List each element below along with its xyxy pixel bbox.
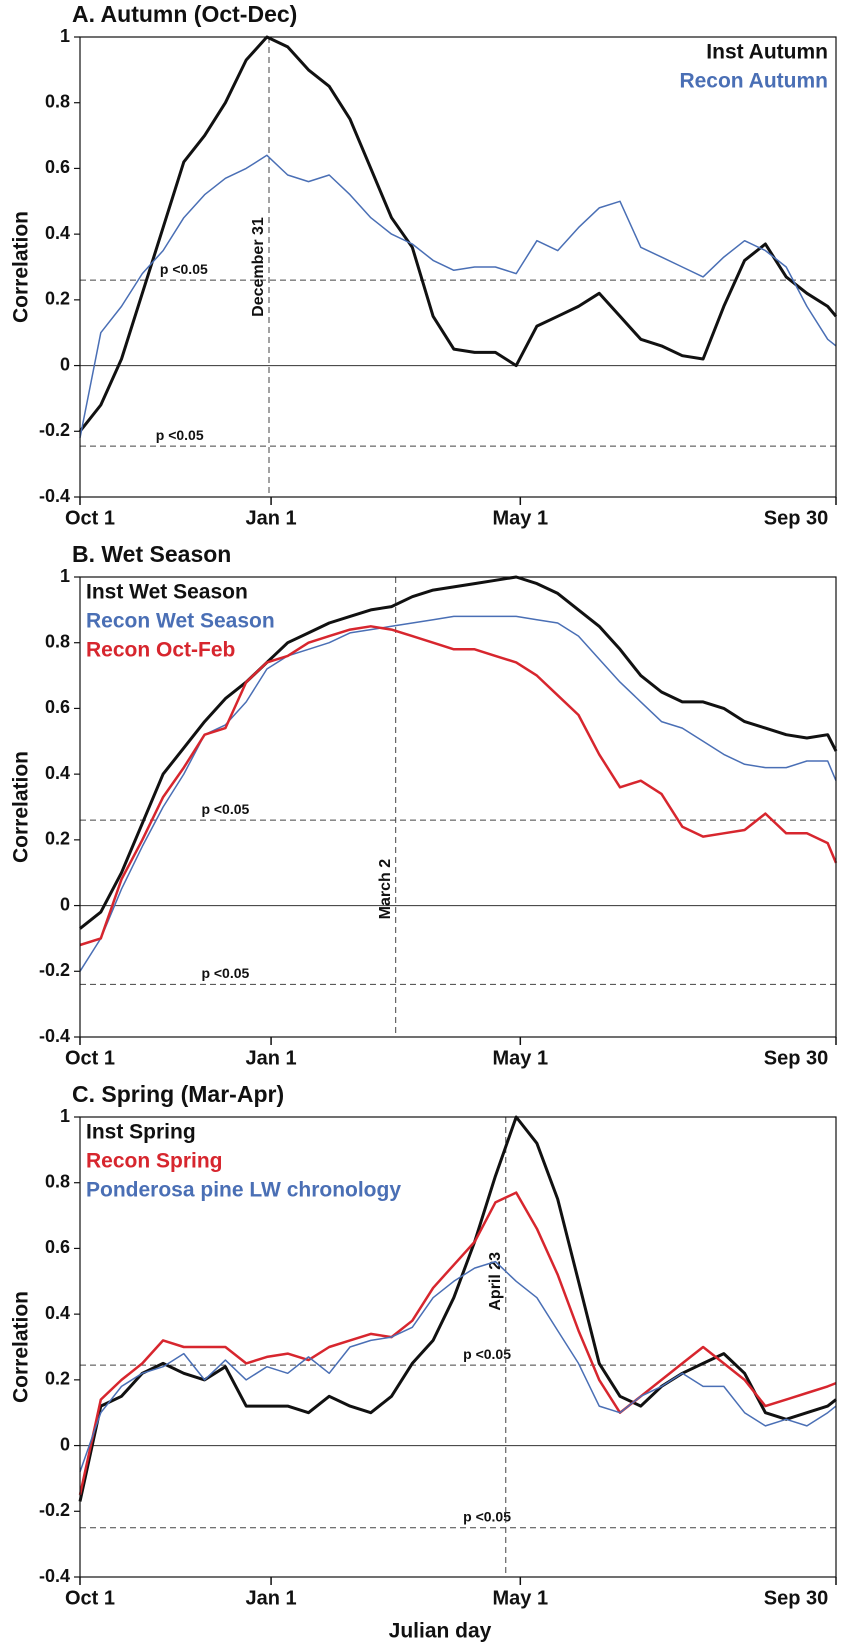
y-tick-label: 0.6 [45,157,70,177]
x-tick-label: Jan 1 [245,1587,296,1609]
panel-title: C. Spring (Mar-Apr) [72,1081,284,1107]
x-tick-label: May 1 [493,1587,549,1609]
x-tick-label: Sep 30 [764,1587,828,1609]
x-tick-label: Jan 1 [245,1047,296,1069]
y-tick-label: 0 [60,354,70,374]
legend-entry: Inst Wet Season [86,581,248,604]
y-tick-label: 0.8 [45,91,70,111]
series-line [79,615,837,972]
x-tick-label: Oct 1 [65,507,115,529]
y-tick-label: 0.2 [45,829,70,849]
y-tick-label: -0.4 [39,1026,70,1046]
y-tick-label: 0.4 [45,223,70,243]
y-axis-label: Correlation [10,211,33,323]
y-tick-label: 0.8 [45,1171,70,1191]
legend-entry: Ponderosa pine LW chronology [86,1179,401,1202]
significance-label: p <0.05 [201,801,249,817]
series-line [79,575,838,930]
legend-entry: Inst Autumn [706,41,828,64]
x-tick-label: Sep 30 [764,1047,828,1069]
significance-label: p <0.05 [463,1508,511,1524]
x-axis-label: Julian day [389,1620,492,1643]
y-tick-label: 0.4 [45,1303,70,1323]
date-marker-label: December 31 [250,217,267,317]
y-tick-label: 0.6 [45,1237,70,1257]
x-tick-label: May 1 [493,1047,549,1069]
y-tick-label: 0.6 [45,697,70,717]
significance-label: p <0.05 [201,965,249,981]
legend-entry: Recon Wet Season [86,610,275,633]
series-line [79,154,837,439]
series-line [79,625,838,947]
series-line [79,1260,837,1473]
date-marker-label: April 23 [487,1252,504,1311]
y-axis-label: Correlation [10,1291,33,1403]
y-tick-label: 0.2 [45,289,70,309]
y-tick-label: 0 [60,1434,70,1454]
legend-entry: Recon Spring [86,1150,223,1173]
y-tick-label: -0.4 [39,1566,70,1586]
y-tick-label: 0.4 [45,763,70,783]
y-tick-label: 1 [60,566,70,586]
y-tick-label: -0.4 [39,486,70,506]
panel-title: B. Wet Season [72,541,231,567]
panel: B. Wet Season Correlation 1 0.8 0.6 0.4 0.2 0 -0… [10,541,838,1069]
y-tick-label: -0.2 [39,1500,70,1520]
plot-frame [79,576,837,1038]
series-line [78,35,838,433]
significance-label: p <0.05 [160,261,208,277]
panel: A. Autumn (Oct-Dec) Correlation 1 0.8 0.6 0.4… [10,1,838,529]
x-tick-label: May 1 [493,507,549,529]
y-axis-label: Correlation [10,751,33,863]
y-tick-label: -0.2 [39,420,70,440]
x-tick-label: Sep 30 [764,507,828,529]
y-tick-label: 0.8 [45,631,70,651]
y-tick-label: 0.2 [45,1369,70,1389]
x-tick-label: Jan 1 [245,507,296,529]
legend-entry: Inst Spring [86,1121,196,1144]
x-tick-label: Oct 1 [65,1587,115,1609]
series-line [78,1115,837,1502]
x-tick-label: Oct 1 [65,1047,115,1069]
significance-label: p <0.05 [463,1346,511,1362]
legend-entry: Recon Oct-Feb [86,639,235,662]
y-tick-label: 0 [60,894,70,914]
legend-entry: Recon Autumn [679,70,828,93]
y-tick-label: -0.2 [39,960,70,980]
plot-frame [79,1116,837,1578]
plot-frame [79,36,837,498]
series-line [78,1191,837,1496]
panel-title: A. Autumn (Oct-Dec) [72,1,297,27]
y-tick-label: 1 [60,1106,70,1126]
panel: C. Spring (Mar-Apr) Correlation 1 0.8 0.6 0.4… [10,1081,837,1609]
y-tick-label: 1 [60,26,70,46]
date-marker-label: March 2 [377,859,394,920]
significance-label: p <0.05 [156,427,204,443]
